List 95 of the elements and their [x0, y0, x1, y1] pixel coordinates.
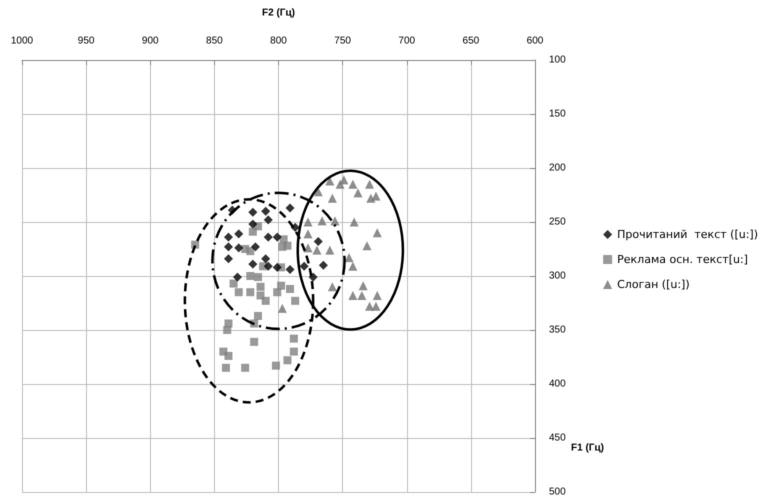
- point: [250, 242, 260, 252]
- x-tick-label: 950: [78, 36, 95, 46]
- point: [286, 284, 294, 293]
- point: [272, 232, 282, 242]
- point: [348, 290, 358, 300]
- point: [291, 296, 300, 305]
- x-tick-label: 750: [334, 36, 352, 46]
- y-tick-label: 450: [549, 432, 566, 444]
- point: [354, 188, 363, 198]
- point: [372, 290, 382, 300]
- point: [314, 236, 323, 246]
- point: [365, 180, 374, 189]
- y-tick-label: 500: [549, 486, 566, 498]
- x-tick-label: 850: [206, 36, 224, 46]
- y-tick-label: 150: [549, 108, 566, 120]
- y-tick-label: 250: [549, 216, 566, 228]
- x-tick-label: 600: [526, 36, 544, 46]
- point: [248, 208, 258, 217]
- point: [348, 180, 358, 189]
- point: [286, 203, 295, 212]
- point: [234, 243, 244, 252]
- point: [277, 282, 286, 290]
- point: [328, 282, 337, 292]
- point: [248, 260, 258, 269]
- x-tick-label: 900: [142, 36, 160, 46]
- point: [241, 364, 250, 372]
- point: [328, 194, 337, 203]
- point: [262, 296, 270, 305]
- legend-label: Реклама осн. текст[u:]: [617, 253, 748, 266]
- point: [254, 312, 262, 320]
- point: [350, 218, 359, 226]
- point: [303, 229, 312, 238]
- point: [303, 243, 312, 252]
- point: [272, 262, 282, 272]
- y-tick-label: 200: [549, 162, 566, 174]
- point: [358, 281, 368, 290]
- point: [290, 348, 298, 356]
- point: [246, 272, 254, 280]
- point: [303, 218, 312, 226]
- point: [290, 334, 298, 343]
- point: [256, 282, 265, 291]
- point: [362, 241, 372, 250]
- point: [339, 175, 348, 184]
- point: [371, 302, 380, 311]
- point: [344, 253, 354, 262]
- point: [232, 272, 242, 282]
- point: [261, 254, 270, 264]
- y-tick-label: 300: [549, 270, 566, 282]
- point: [224, 352, 232, 360]
- point: [318, 260, 328, 270]
- x-tick-label: 800: [270, 36, 288, 46]
- point: [246, 288, 254, 296]
- point: [348, 262, 358, 271]
- point: [357, 290, 366, 300]
- point: [318, 216, 327, 226]
- point: [264, 262, 273, 271]
- point: [372, 228, 382, 238]
- point: [223, 326, 232, 334]
- point: [283, 356, 292, 364]
- point: [300, 262, 309, 271]
- point: [246, 247, 254, 256]
- legend-label: Слоган ([u:]): [617, 278, 690, 291]
- point: [250, 338, 258, 346]
- x-tick-label: 700: [398, 36, 416, 46]
- point: [248, 228, 257, 236]
- point: [224, 254, 233, 264]
- point: [308, 272, 318, 282]
- point: [312, 246, 322, 255]
- point: [261, 206, 270, 216]
- point: [222, 364, 230, 372]
- legend-label: Прочитаний текст ([u:]): [617, 228, 758, 241]
- point: [330, 216, 340, 226]
- point: [234, 229, 244, 238]
- y-axis-title: F1 (Гц): [571, 442, 604, 454]
- point: [371, 192, 380, 201]
- point: [325, 246, 334, 255]
- point: [264, 215, 273, 224]
- point: [248, 220, 258, 229]
- point: [273, 288, 282, 296]
- point: [230, 280, 238, 288]
- point: [224, 242, 233, 252]
- x-tick-label: 1000: [10, 36, 34, 46]
- y-tick-label: 350: [549, 324, 566, 336]
- point: [278, 304, 287, 313]
- point: [272, 362, 280, 370]
- x-tick-label: 650: [462, 36, 480, 46]
- point: [254, 273, 262, 282]
- y-tick-label: 400: [549, 378, 566, 390]
- point: [234, 288, 243, 296]
- point: [224, 232, 233, 242]
- x-axis-title: F2 (Гц): [262, 8, 295, 18]
- point: [283, 242, 292, 250]
- point: [286, 265, 295, 274]
- point: [264, 232, 273, 242]
- y-tick-label: 100: [549, 54, 566, 66]
